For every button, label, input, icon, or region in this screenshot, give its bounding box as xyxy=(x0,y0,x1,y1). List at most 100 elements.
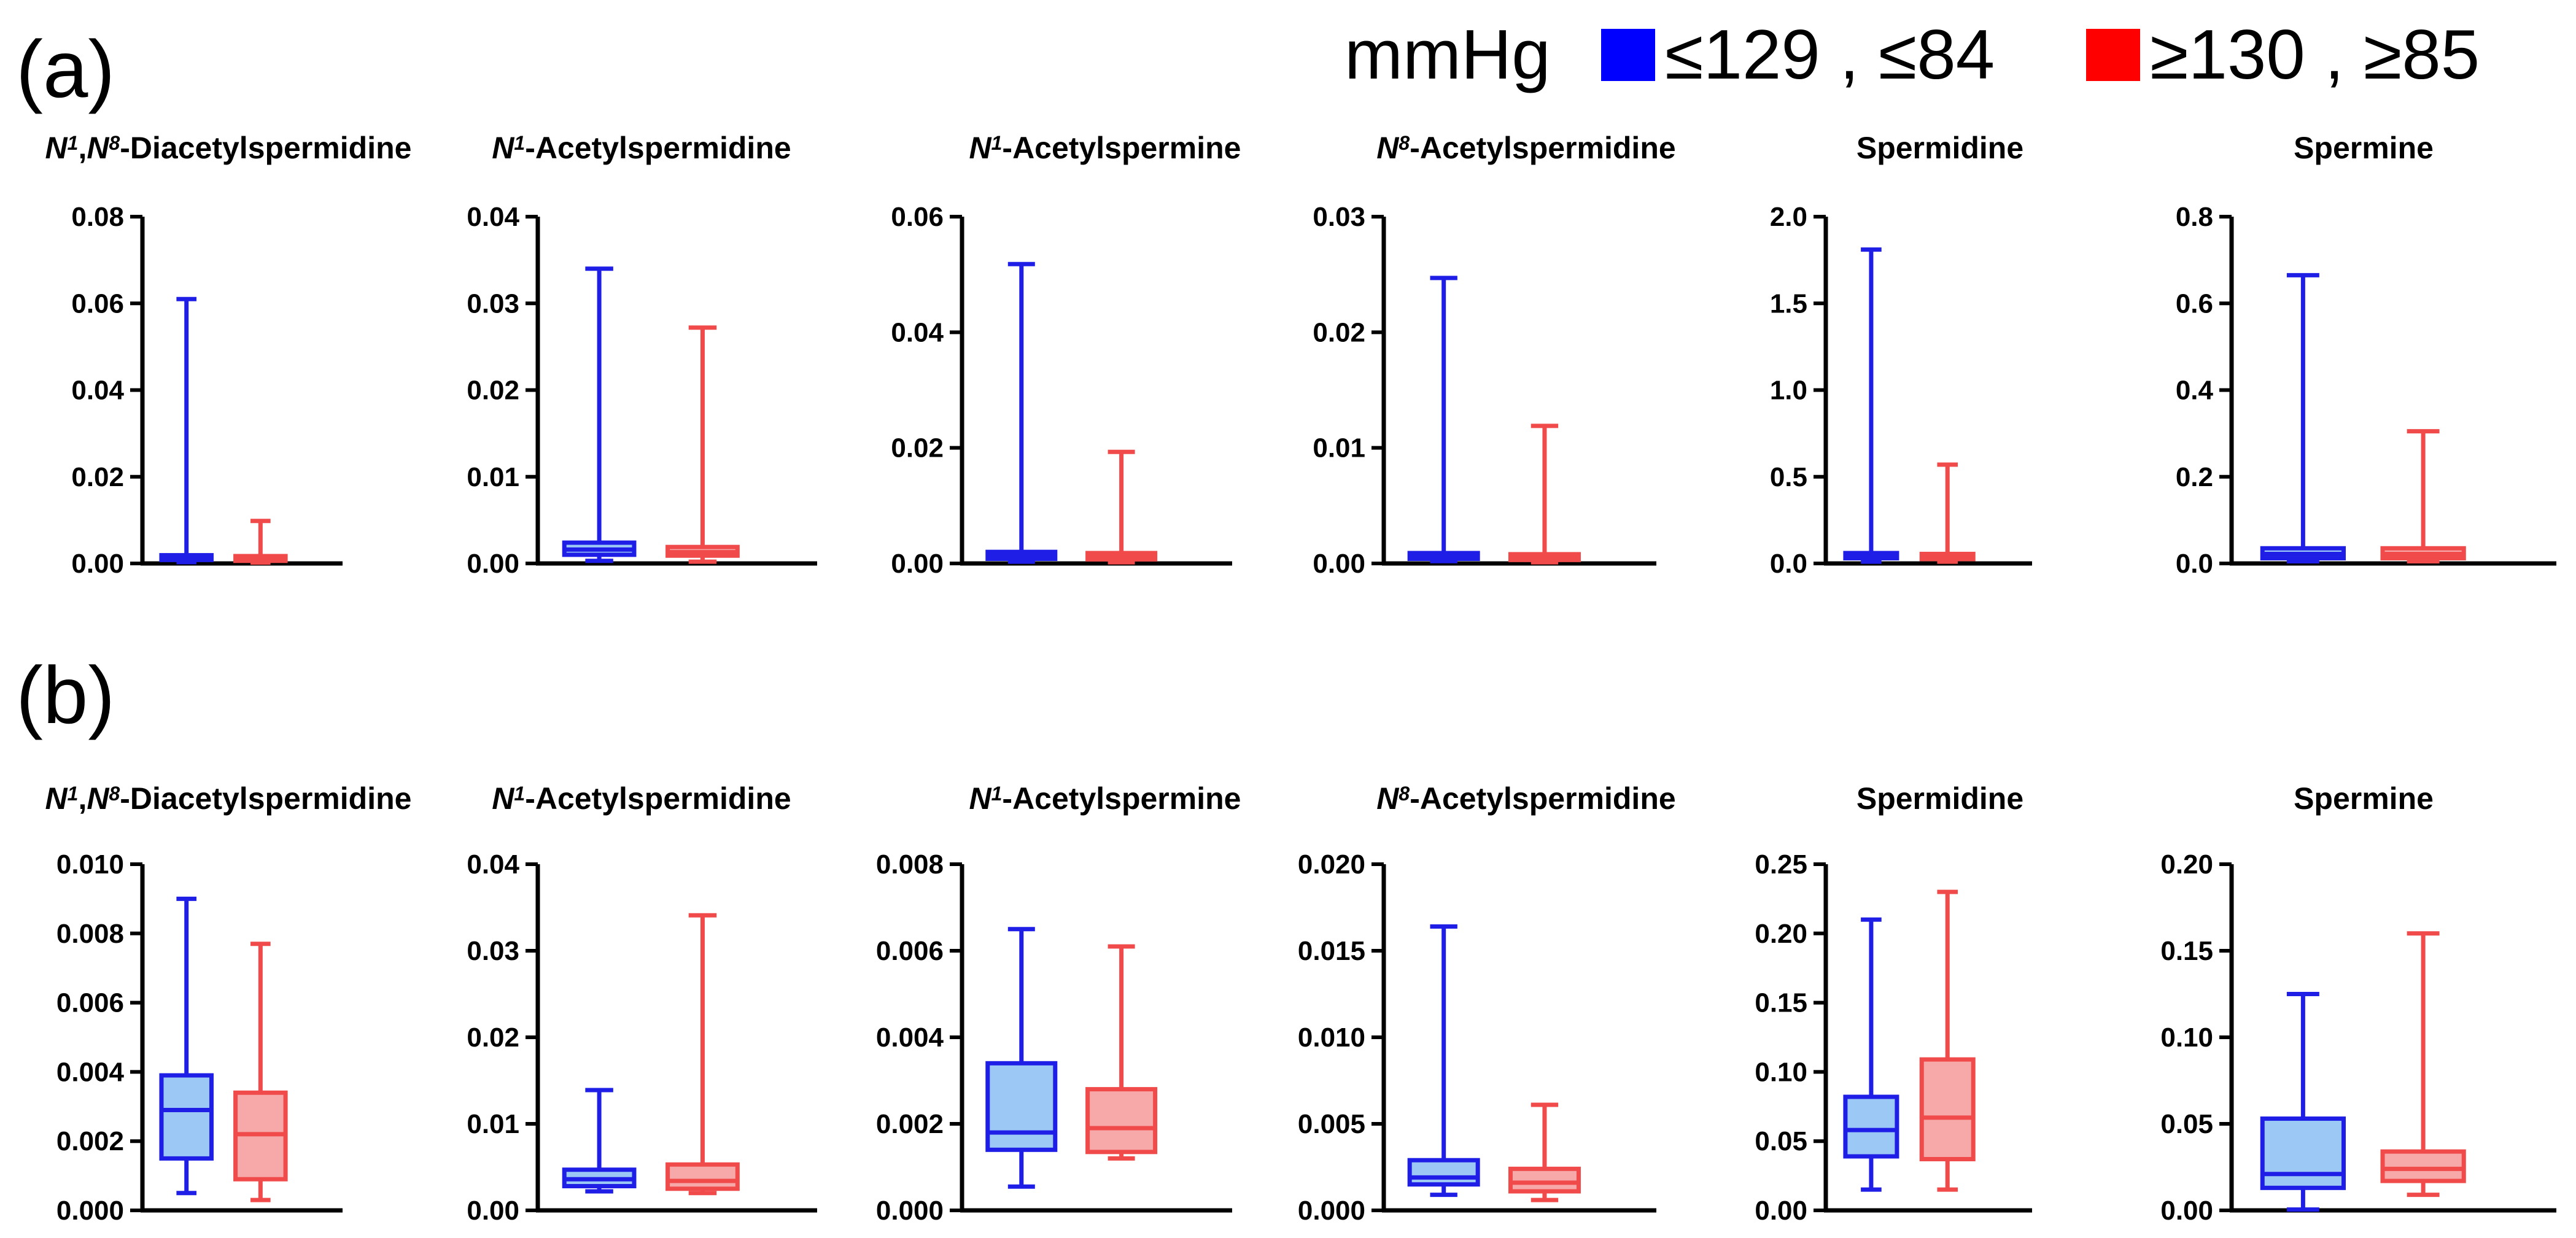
legend-swatch-group1 xyxy=(1601,29,1655,81)
chart-title: Spermine xyxy=(2294,781,2434,816)
y-tick-label: 0.15 xyxy=(1755,988,1807,1018)
y-tick-label: 0.008 xyxy=(56,919,124,949)
y-tick-label: 0.00 xyxy=(891,549,944,579)
y-tick-label: 0.000 xyxy=(56,1196,124,1226)
chart-7: N1,N8-Diacetylspermidine 0.000 0.002 0.004 0… xyxy=(45,781,412,1226)
y-tick-label: 0.00 xyxy=(1313,549,1365,579)
y-tick-label: 0.02 xyxy=(467,1023,519,1053)
legend-label-group2: ≥130 , ≥85 xyxy=(2150,16,2480,94)
y-tick-label: 0.004 xyxy=(876,1023,944,1053)
y-tick-label: 0.010 xyxy=(56,849,124,880)
y-tick-label: 0.00 xyxy=(2160,1196,2213,1226)
box-group1 xyxy=(2260,273,2346,563)
chart-title: N1-Acetylspermidine xyxy=(492,131,791,165)
y-tick-label: 0.015 xyxy=(1298,936,1365,966)
legend-unit: mmHg xyxy=(1344,16,1551,94)
y-tick-label: 0.008 xyxy=(876,849,944,880)
y-tick-label: 0.04 xyxy=(467,849,519,880)
chart-title: N1,N8-Diacetylspermidine xyxy=(45,131,412,165)
y-tick-label: 0.002 xyxy=(876,1109,944,1139)
box-group2 xyxy=(2380,429,2466,563)
box-group2 xyxy=(1085,449,1158,565)
y-tick-label: 0.010 xyxy=(1298,1023,1365,1053)
box-group1 xyxy=(985,927,1058,1189)
y-tick-label: 1.5 xyxy=(1770,288,1807,319)
y-tick-label: 0.00 xyxy=(467,549,519,579)
y-tick-label: 0.0 xyxy=(1770,549,1807,579)
y-tick-label: 0.4 xyxy=(2176,376,2214,406)
y-tick-label: 0.05 xyxy=(1755,1126,1807,1156)
box-group1 xyxy=(2260,992,2346,1212)
y-tick-label: 0.04 xyxy=(71,376,124,406)
y-tick-label: 0.04 xyxy=(891,317,944,347)
chart-title: N8-Acetylspermidine xyxy=(1376,781,1675,816)
box-iqr xyxy=(665,1162,740,1191)
y-tick-label: 0.15 xyxy=(2160,936,2213,966)
chart-title: N1-Acetylspermidine xyxy=(492,781,791,816)
y-tick-label: 0.06 xyxy=(891,202,944,232)
box-group1 xyxy=(1843,917,1899,1192)
y-tick-label: 0.06 xyxy=(71,288,124,319)
box-group1 xyxy=(159,296,214,565)
box-group2 xyxy=(665,913,740,1196)
box-iqr xyxy=(159,1073,214,1161)
y-tick-label: 0.6 xyxy=(2176,288,2213,319)
y-tick-label: 0.2 xyxy=(2176,462,2213,492)
y-tick-label: 0.10 xyxy=(2160,1023,2213,1053)
y-tick-label: 0.00 xyxy=(1755,1196,1807,1226)
chart-10: N8-Acetylspermidine 0.000 0.005 0.010 0.015 0… xyxy=(1298,781,1676,1226)
y-tick-label: 0.10 xyxy=(1755,1057,1807,1087)
y-tick-label: 0.00 xyxy=(71,549,124,579)
y-tick-label: 0.005 xyxy=(1298,1109,1365,1139)
charts-container: N1,N8-Diacetylspermidine 0.00 0.02 0.04 0.06… xyxy=(45,131,2556,1226)
chart-8: N1-Acetylspermidine 0.00 0.01 0.02 0.03 0.04 xyxy=(467,781,817,1226)
y-tick-label: 0.02 xyxy=(891,433,944,463)
y-tick-label: 1.0 xyxy=(1770,376,1807,406)
y-tick-label: 0.20 xyxy=(1755,919,1807,949)
panel-label-a: (a) xyxy=(16,24,115,114)
y-tick-label: 0.00 xyxy=(467,1196,519,1226)
chart-title: Spermine xyxy=(2294,131,2434,165)
y-tick-label: 0.006 xyxy=(56,988,124,1018)
y-tick-label: 0.01 xyxy=(467,462,519,492)
box-iqr xyxy=(1407,1158,1480,1187)
chart-3: N1-Acetylspermine 0.00 0.02 0.04 0.06 xyxy=(891,131,1241,579)
y-tick-label: 0.004 xyxy=(56,1057,125,1087)
chart-5: Spermidine 0.0 0.5 1.0 1.5 2.0 xyxy=(1770,131,2032,579)
y-tick-label: 0.01 xyxy=(467,1109,519,1139)
chart-title: Spermidine xyxy=(1856,131,2023,165)
box-group2 xyxy=(2380,931,2466,1197)
box-group1 xyxy=(159,896,214,1196)
chart-title: N8-Acetylspermidine xyxy=(1376,131,1675,165)
chart-4: N8-Acetylspermidine 0.00 0.01 0.02 0.03 xyxy=(1313,131,1675,579)
box-group1 xyxy=(1407,924,1480,1197)
box-iqr xyxy=(2380,1149,2466,1183)
box-group2 xyxy=(1919,889,1976,1192)
y-tick-label: 0.01 xyxy=(1313,433,1365,463)
y-tick-label: 0.02 xyxy=(467,376,519,406)
y-tick-label: 0.03 xyxy=(467,936,519,966)
chart-title: N1-Acetylspermine xyxy=(969,781,1241,816)
box-group2 xyxy=(1919,462,1976,564)
y-tick-label: 0.02 xyxy=(71,462,124,492)
y-tick-label: 0.006 xyxy=(876,936,944,966)
y-tick-label: 0.002 xyxy=(56,1126,124,1156)
box-group1 xyxy=(985,261,1058,564)
y-tick-label: 0.03 xyxy=(467,288,519,319)
chart-9: N1-Acetylspermine 0.000 0.002 0.004 0.006 0.0… xyxy=(876,781,1241,1226)
y-tick-label: 0.0 xyxy=(2176,549,2213,579)
chart-2: N1-Acetylspermidine 0.00 0.01 0.02 0.03 0.04 xyxy=(467,131,817,579)
box-group1 xyxy=(1843,247,1899,564)
y-tick-label: 0.03 xyxy=(1313,202,1365,232)
y-tick-label: 0.5 xyxy=(1770,462,1807,492)
y-tick-label: 0.02 xyxy=(1313,317,1365,347)
box-group1 xyxy=(562,266,637,563)
box-iqr xyxy=(1508,1166,1581,1194)
box-iqr xyxy=(1843,1094,1899,1159)
chart-title: N1-Acetylspermine xyxy=(969,131,1241,165)
chart-title: N1,N8-Diacetylspermidine xyxy=(45,781,412,816)
chart-11: Spermidine 0.00 0.05 0.10 0.15 0.20 0.25 xyxy=(1755,781,2032,1226)
chart-6: Spermine 0.0 0.2 0.4 0.6 0.8 xyxy=(2176,131,2556,579)
y-tick-label: 0.25 xyxy=(1755,849,1807,880)
